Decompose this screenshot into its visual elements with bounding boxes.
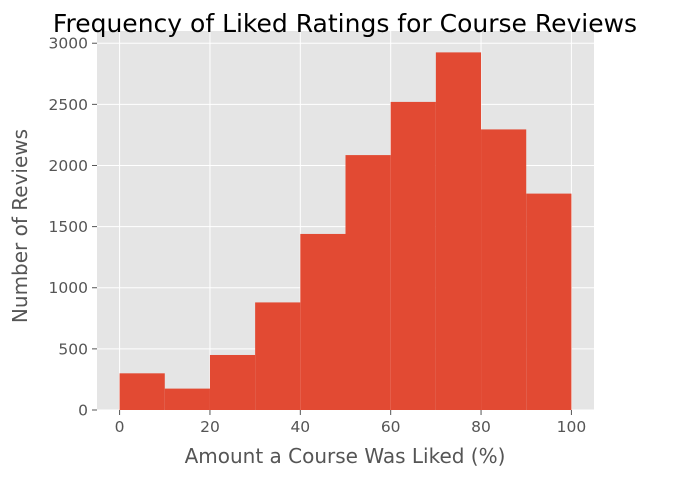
histogram-bar [255,302,301,410]
x-tick-label: 40 [290,418,310,436]
x-tick-label: 20 [200,418,220,436]
histogram-bar [300,233,346,410]
chart-title: Frequency of Liked Ratings for Course Re… [53,9,637,38]
y-tick-label: 1000 [49,279,88,297]
x-tick-label: 80 [471,418,491,436]
y-tick-label: 2500 [49,96,88,114]
histogram-bar [164,388,210,410]
histogram-bar [435,52,482,410]
y-tick-label: 500 [58,340,88,358]
x-tick-label: 60 [381,418,401,436]
histogram-bar [345,155,391,410]
histogram-bar [209,354,256,410]
histogram-bar [119,373,165,410]
y-tick-label: 2000 [49,157,88,175]
x-tick-label: 100 [557,418,587,436]
x-tick-label: 0 [115,418,125,436]
y-tick-label: 3000 [49,35,88,53]
y-tick-label: 0 [78,402,88,420]
histogram-bar [390,101,436,411]
y-tick-label: 1500 [49,218,88,236]
histogram-bars [119,52,572,411]
histogram-bar [526,193,572,410]
histogram-bar [481,129,527,411]
y-axis-title: Number of Reviews [8,129,32,323]
x-axis-title: Amount a Course Was Liked (%) [185,444,506,468]
